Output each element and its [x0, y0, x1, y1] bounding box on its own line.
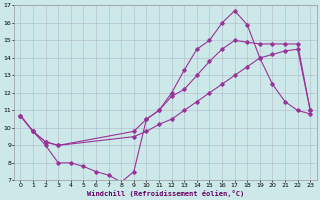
X-axis label: Windchill (Refroidissement éolien,°C): Windchill (Refroidissement éolien,°C)	[87, 190, 244, 197]
